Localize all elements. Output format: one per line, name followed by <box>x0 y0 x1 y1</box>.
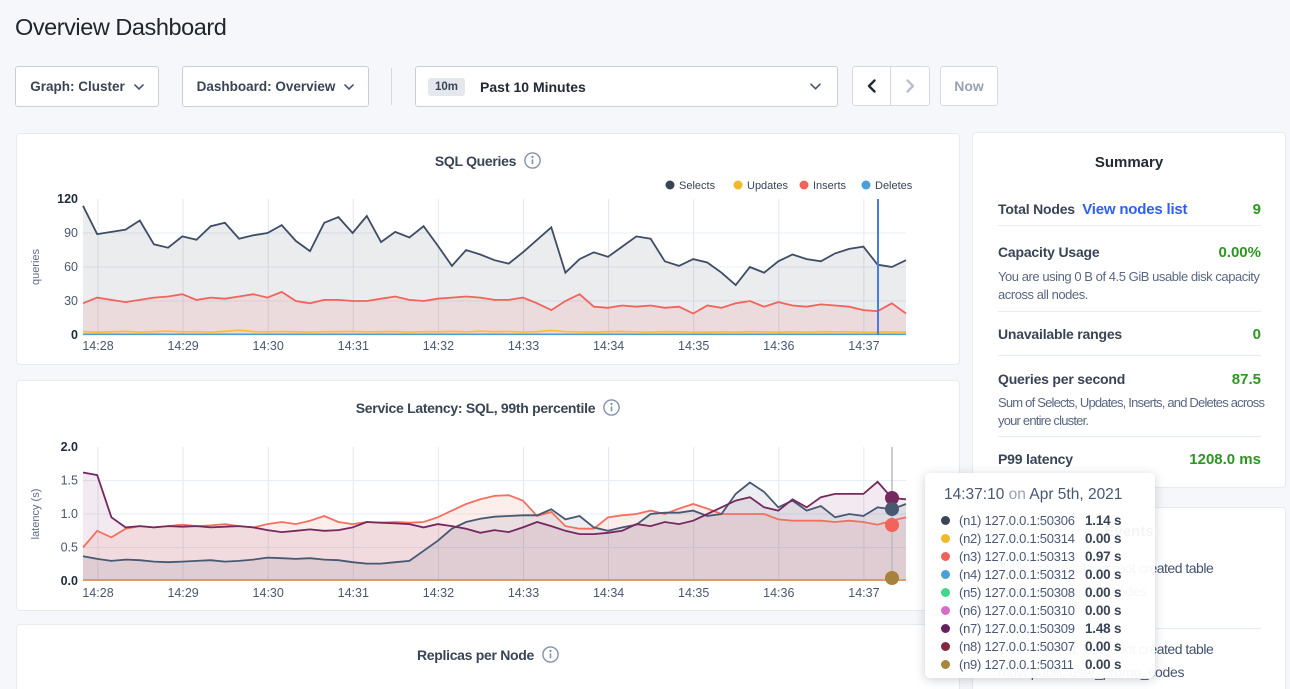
svg-text:0: 0 <box>71 328 78 342</box>
svg-text:14:31: 14:31 <box>338 339 369 353</box>
svg-text:14:36: 14:36 <box>763 339 794 353</box>
svg-text:14:31: 14:31 <box>338 586 369 600</box>
svg-text:Selects: Selects <box>679 180 716 192</box>
svg-text:14:32: 14:32 <box>423 586 454 600</box>
svg-text:14:30: 14:30 <box>253 339 284 353</box>
svg-text:14:30: 14:30 <box>253 586 284 600</box>
svg-text:14:34: 14:34 <box>593 339 624 353</box>
svg-text:14:35: 14:35 <box>678 586 709 600</box>
svg-text:120: 120 <box>57 192 78 206</box>
svg-text:latency (s): latency (s) <box>30 489 42 540</box>
svg-text:14:36: 14:36 <box>763 586 794 600</box>
svg-text:14:37: 14:37 <box>848 586 879 600</box>
svg-text:14:32: 14:32 <box>423 339 454 353</box>
svg-text:14:34: 14:34 <box>593 586 624 600</box>
svg-text:Deletes: Deletes <box>875 180 913 192</box>
svg-text:14:37: 14:37 <box>848 339 879 353</box>
svg-text:14:29: 14:29 <box>167 586 198 600</box>
svg-text:90: 90 <box>64 226 78 240</box>
svg-text:14:28: 14:28 <box>82 339 113 353</box>
svg-text:2.0: 2.0 <box>61 440 78 454</box>
svg-text:14:28: 14:28 <box>82 586 113 600</box>
svg-text:14:33: 14:33 <box>508 339 539 353</box>
svg-text:1.0: 1.0 <box>61 507 78 521</box>
svg-text:14:33: 14:33 <box>508 586 539 600</box>
svg-text:1.5: 1.5 <box>61 474 78 488</box>
svg-text:Updates: Updates <box>747 180 788 192</box>
svg-text:30: 30 <box>64 294 78 308</box>
svg-text:60: 60 <box>64 260 78 274</box>
svg-text:queries: queries <box>30 248 42 285</box>
svg-text:14:35: 14:35 <box>678 339 709 353</box>
svg-text:0.5: 0.5 <box>61 541 78 555</box>
svg-text:14:29: 14:29 <box>167 339 198 353</box>
svg-text:Inserts: Inserts <box>813 180 847 192</box>
svg-text:0.0: 0.0 <box>61 574 78 588</box>
